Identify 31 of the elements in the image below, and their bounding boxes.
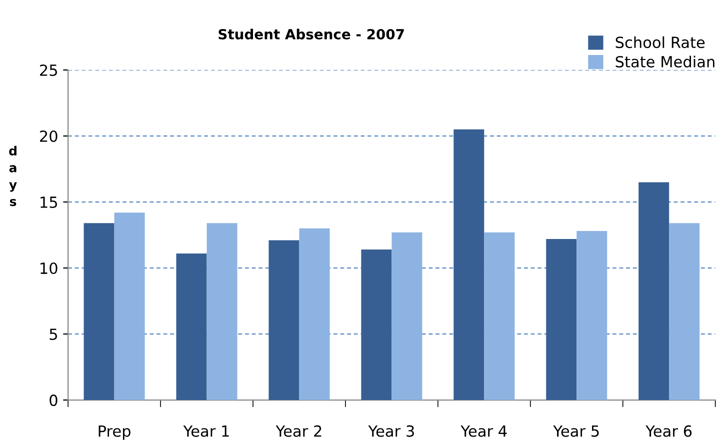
bar <box>638 182 670 400</box>
bar <box>484 232 515 400</box>
x-tick-label: Year 4 <box>460 426 507 437</box>
y-tick-label: 10 <box>40 262 58 274</box>
x-tick-label: Year 5 <box>553 426 599 437</box>
bar <box>392 232 422 400</box>
y-tick-label: 0 <box>50 394 58 406</box>
bar <box>361 250 392 400</box>
y-tick-label: 15 <box>40 196 57 208</box>
y-tick-label: 25 <box>40 64 57 76</box>
bar <box>84 223 114 400</box>
y-axis-title: days <box>9 146 17 206</box>
x-tick-label: Year 1 <box>183 426 229 437</box>
x-tick-label: Prep <box>98 426 130 440</box>
bar <box>546 238 577 400</box>
chart-title: Student Absence - 2007 <box>218 28 404 40</box>
legend-label: State Median <box>616 56 714 68</box>
x-tick-label: Year 2 <box>276 425 322 437</box>
bar <box>176 253 207 400</box>
bar <box>576 231 608 400</box>
bar <box>268 240 300 400</box>
legend-label: School Rate <box>616 36 705 48</box>
bar <box>454 129 484 400</box>
y-tick-label: 20 <box>40 130 58 142</box>
bar <box>299 228 330 400</box>
bar <box>206 223 238 400</box>
x-tick-label: Year 3 <box>368 425 414 437</box>
bar <box>669 223 700 400</box>
bar <box>114 212 145 400</box>
y-tick-label: 5 <box>50 328 57 340</box>
x-tick-label: Year 6 <box>646 425 692 437</box>
